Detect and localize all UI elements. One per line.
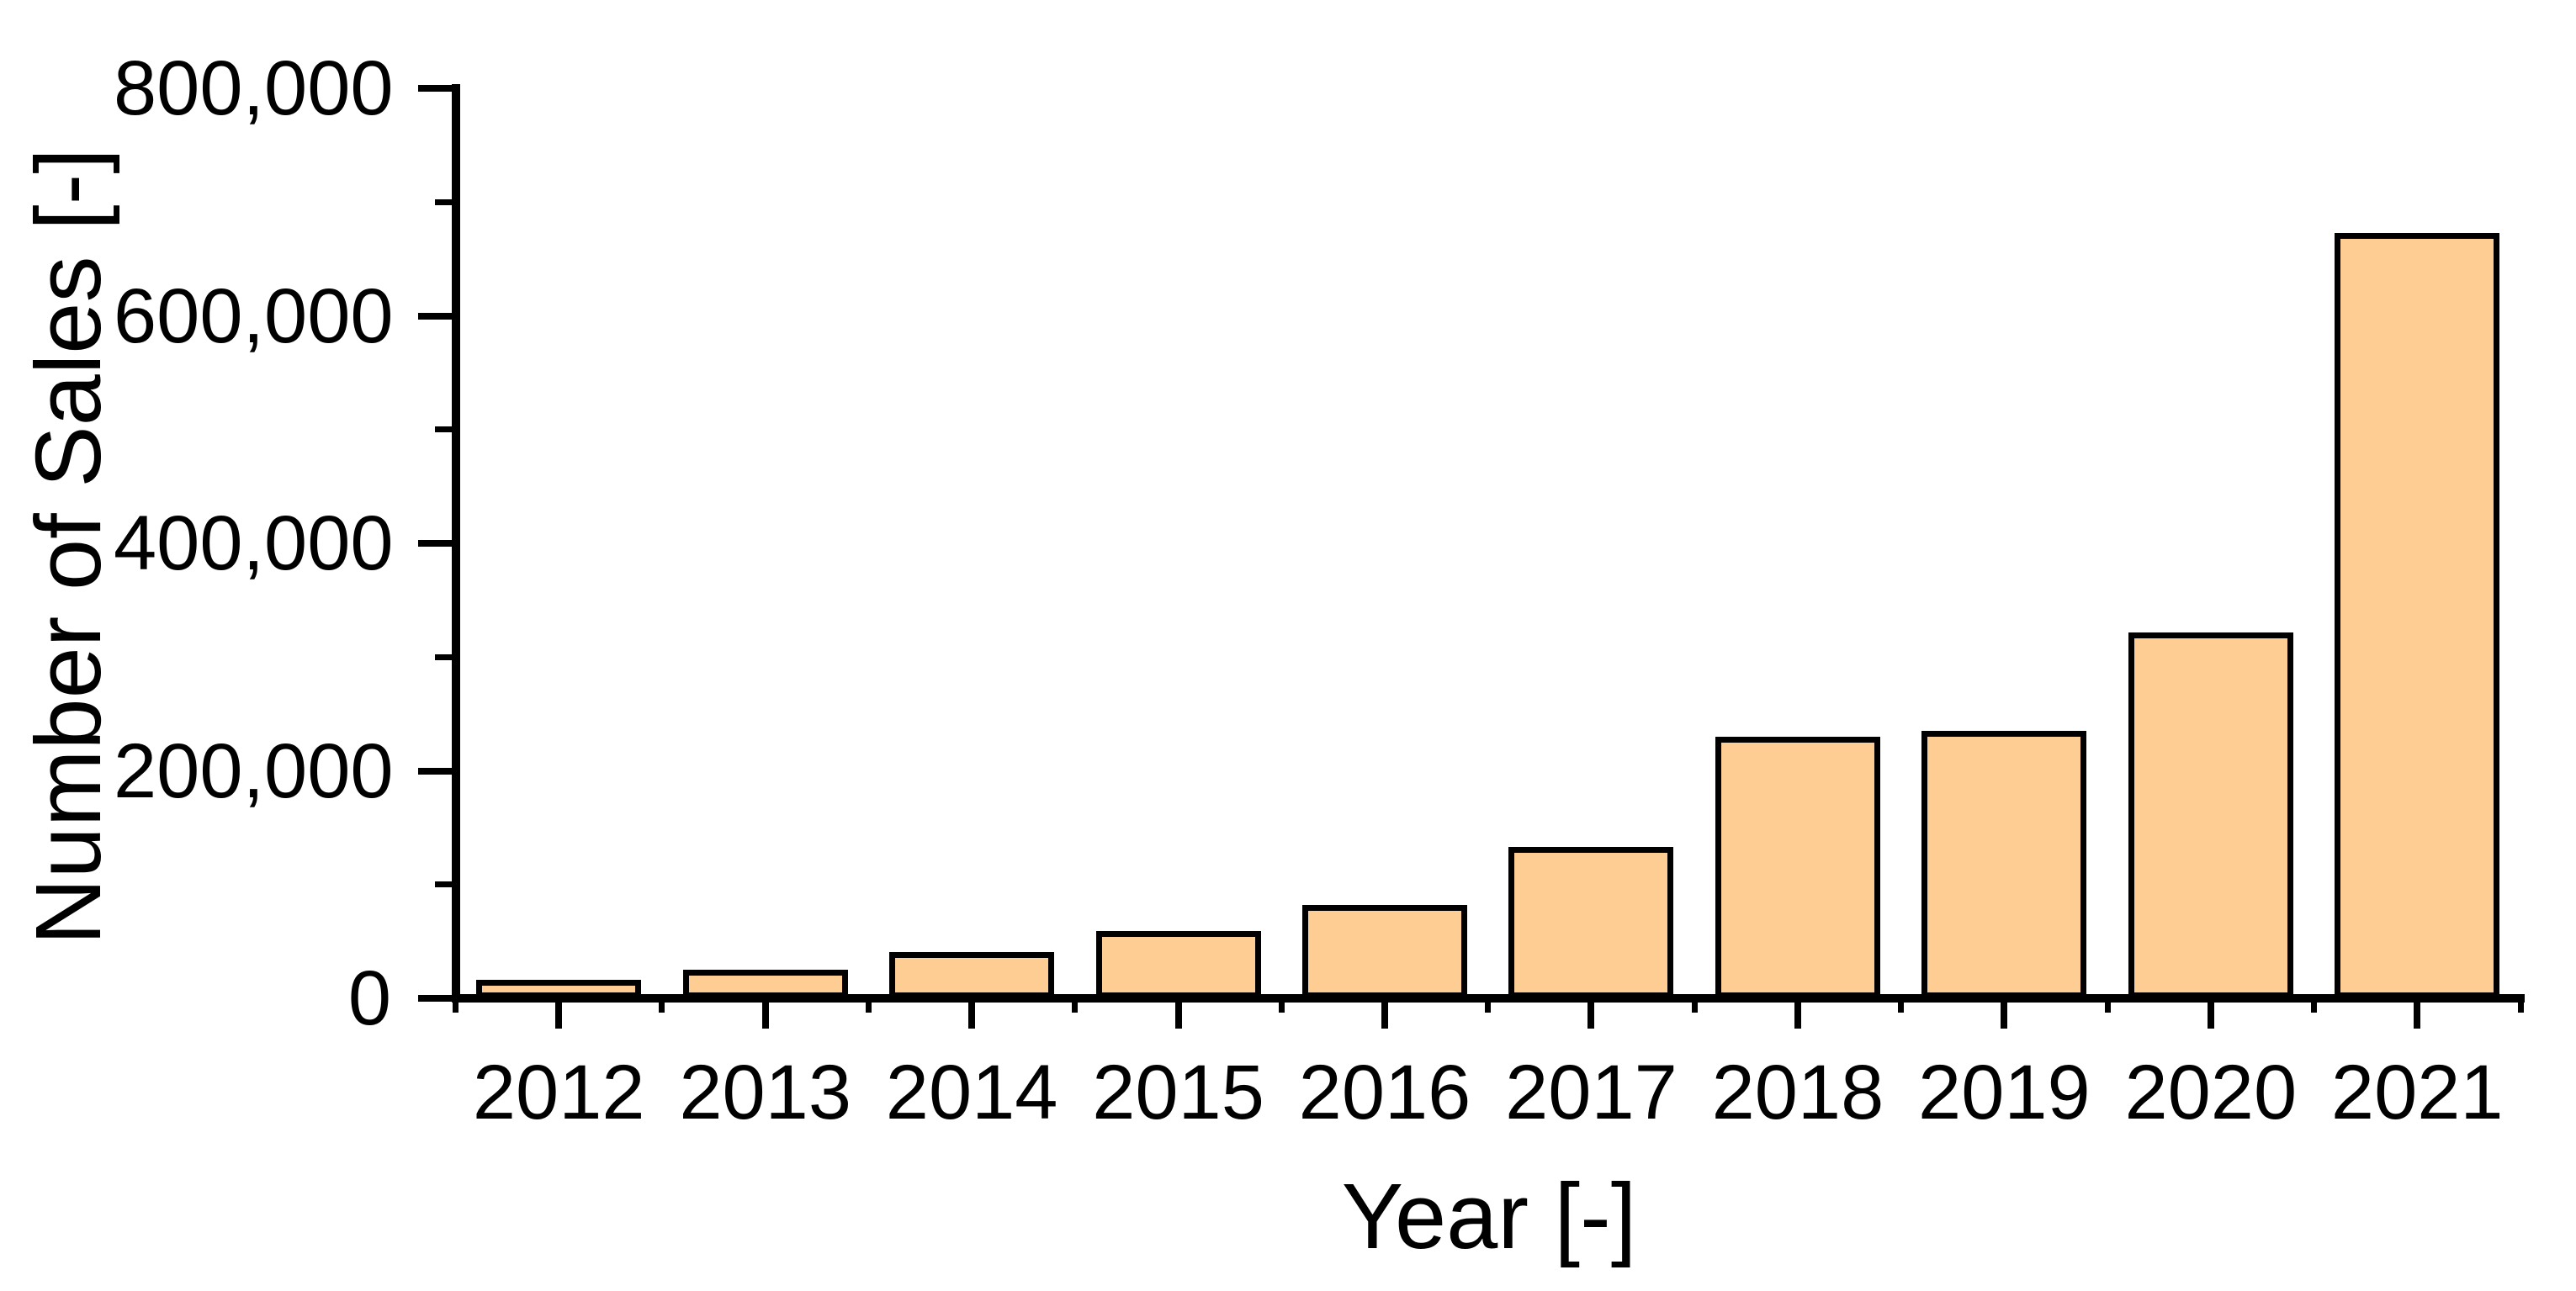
x-major-tick [1381, 998, 1389, 1029]
x-minor-tick [453, 998, 458, 1013]
y-major-tick [418, 312, 452, 320]
bar-2021 [2335, 232, 2500, 998]
x-tick-label: 2012 [472, 1050, 645, 1135]
x-tick-label: 2016 [1298, 1050, 1471, 1135]
x-minor-tick [2517, 998, 2524, 1013]
y-minor-tick [435, 881, 452, 888]
x-minor-tick [1072, 998, 1079, 1013]
bar-2015 [1095, 931, 1261, 998]
bar-2019 [1921, 731, 2087, 998]
x-minor-tick [2104, 998, 2111, 1013]
y-tick-label: 800,000 [114, 45, 394, 131]
x-tick-label: 2014 [885, 1050, 1058, 1135]
y-tick-label: 200,000 [114, 728, 394, 814]
x-major-tick [2414, 998, 2421, 1029]
x-tick-label: 2019 [1918, 1050, 2091, 1135]
x-tick-label: 2018 [1711, 1050, 1884, 1135]
bar-2017 [1508, 847, 1674, 998]
y-minor-tick [435, 198, 452, 205]
x-tick-label: 2013 [679, 1050, 852, 1135]
x-major-tick [1174, 998, 1182, 1029]
x-tick-label: 2021 [2330, 1050, 2504, 1135]
y-major-tick [418, 995, 452, 1002]
y-minor-tick [435, 653, 452, 660]
x-major-tick [968, 998, 976, 1029]
x-minor-tick [659, 998, 665, 1013]
x-tick-label: 2015 [1092, 1050, 1264, 1135]
x-minor-tick [1278, 998, 1285, 1013]
y-axis-line [452, 84, 460, 1003]
x-axis-title: Year [-] [1341, 1165, 1637, 1268]
x-major-tick [2001, 998, 2008, 1029]
y-tick-label: 0 [347, 955, 391, 1041]
x-major-tick [761, 998, 769, 1029]
x-minor-tick [865, 998, 872, 1013]
x-minor-tick [1485, 998, 1492, 1013]
x-major-tick [555, 998, 563, 1029]
y-tick-label: 600,000 [114, 272, 394, 359]
y-major-tick [418, 540, 452, 547]
bar-2020 [2128, 632, 2293, 998]
x-minor-tick [2311, 998, 2318, 1013]
bar-2018 [1715, 736, 1880, 998]
x-major-tick [1587, 998, 1595, 1029]
x-minor-tick [1898, 998, 1905, 1013]
x-major-tick [1794, 998, 1801, 1029]
x-tick-label: 2017 [1505, 1050, 1678, 1135]
x-major-tick [2207, 998, 2214, 1029]
y-axis-title: Number of Sales [-] [17, 148, 120, 945]
y-major-tick [418, 767, 452, 775]
y-tick-label: 400,000 [114, 500, 394, 586]
y-major-tick [418, 85, 452, 92]
y-minor-tick [435, 426, 452, 433]
bar-2016 [1302, 905, 1468, 998]
x-tick-label: 2020 [2124, 1050, 2298, 1135]
bar-2014 [889, 951, 1055, 998]
x-minor-tick [1691, 998, 1698, 1013]
